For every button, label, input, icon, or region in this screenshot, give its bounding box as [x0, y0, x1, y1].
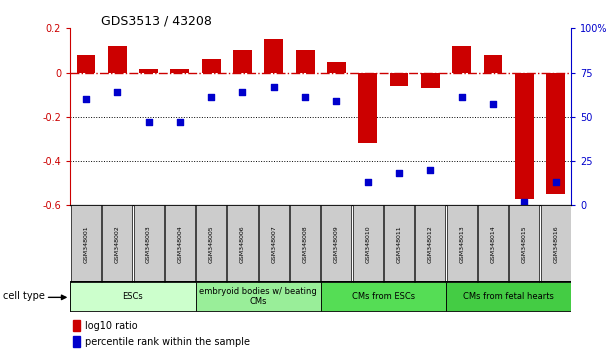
Bar [515, 73, 534, 199]
Bar [484, 55, 502, 73]
Point [394, 171, 404, 176]
Text: GSM348003: GSM348003 [146, 225, 151, 263]
Bar [73, 336, 79, 347]
Point [519, 199, 529, 205]
Point [363, 179, 373, 185]
FancyBboxPatch shape [227, 205, 257, 283]
Bar [359, 73, 377, 143]
Text: GSM348011: GSM348011 [397, 225, 401, 263]
Bar [327, 62, 346, 73]
FancyBboxPatch shape [196, 282, 321, 311]
Point [425, 167, 435, 173]
Text: GSM348001: GSM348001 [84, 225, 89, 263]
Bar [421, 73, 440, 88]
FancyBboxPatch shape [165, 205, 195, 283]
FancyBboxPatch shape [134, 205, 164, 283]
FancyBboxPatch shape [290, 205, 320, 283]
Text: cell type: cell type [3, 291, 45, 301]
Point [457, 95, 467, 100]
Text: GSM348009: GSM348009 [334, 225, 339, 263]
Bar [108, 46, 126, 73]
FancyBboxPatch shape [447, 205, 477, 283]
Bar [390, 73, 409, 86]
Text: GSM348012: GSM348012 [428, 225, 433, 263]
FancyBboxPatch shape [321, 282, 446, 311]
Bar [139, 69, 158, 73]
Text: embryoid bodies w/ beating
CMs: embryoid bodies w/ beating CMs [199, 287, 317, 306]
Text: GSM348015: GSM348015 [522, 225, 527, 263]
Point [207, 95, 216, 100]
Bar [170, 69, 189, 73]
Text: GSM348006: GSM348006 [240, 225, 245, 263]
Text: GSM348014: GSM348014 [491, 225, 496, 263]
Bar [265, 39, 284, 73]
Text: GSM348007: GSM348007 [271, 225, 276, 263]
FancyBboxPatch shape [541, 205, 571, 283]
Text: GSM348004: GSM348004 [177, 225, 182, 263]
FancyBboxPatch shape [71, 205, 101, 283]
FancyBboxPatch shape [478, 205, 508, 283]
FancyBboxPatch shape [70, 282, 196, 311]
Text: percentile rank within the sample: percentile rank within the sample [85, 337, 250, 347]
Bar [202, 59, 221, 73]
Point [238, 89, 247, 95]
Bar [76, 55, 95, 73]
Point [81, 96, 91, 102]
Point [551, 179, 560, 185]
Point [488, 102, 498, 107]
FancyBboxPatch shape [259, 205, 289, 283]
Bar [452, 46, 471, 73]
Point [269, 84, 279, 90]
FancyBboxPatch shape [510, 205, 540, 283]
Point [175, 119, 185, 125]
Bar [546, 73, 565, 194]
Text: CMs from fetal hearts: CMs from fetal hearts [463, 292, 554, 301]
Bar [73, 320, 79, 331]
FancyBboxPatch shape [321, 205, 351, 283]
Text: GSM348005: GSM348005 [209, 225, 214, 263]
FancyBboxPatch shape [102, 205, 132, 283]
Bar [296, 51, 315, 73]
Text: GDS3513 / 43208: GDS3513 / 43208 [101, 14, 211, 27]
Point [300, 95, 310, 100]
FancyBboxPatch shape [196, 205, 226, 283]
Text: CMs from ESCs: CMs from ESCs [352, 292, 415, 301]
FancyBboxPatch shape [415, 205, 445, 283]
Text: GSM348008: GSM348008 [302, 225, 307, 263]
Point [144, 119, 153, 125]
FancyBboxPatch shape [446, 282, 571, 311]
Point [332, 98, 342, 104]
Text: log10 ratio: log10 ratio [85, 321, 137, 331]
Text: GSM348010: GSM348010 [365, 225, 370, 263]
Bar [233, 51, 252, 73]
Text: GSM348002: GSM348002 [115, 225, 120, 263]
Text: GSM348013: GSM348013 [459, 225, 464, 263]
FancyBboxPatch shape [353, 205, 382, 283]
Text: GSM348016: GSM348016 [553, 225, 558, 263]
Text: ESCs: ESCs [123, 292, 143, 301]
FancyBboxPatch shape [384, 205, 414, 283]
Point [112, 89, 122, 95]
